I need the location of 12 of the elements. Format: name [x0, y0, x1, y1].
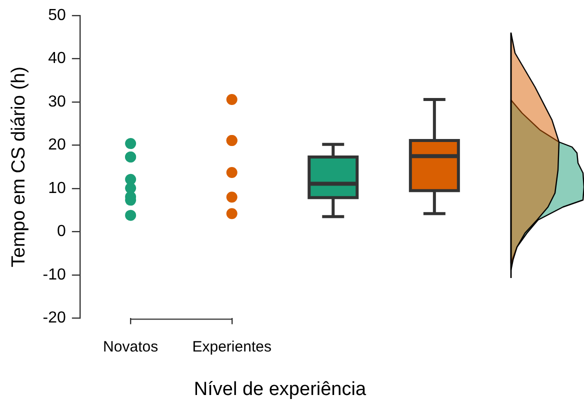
y-tick-label: 40 — [48, 50, 66, 68]
y-tick-label: 0 — [57, 223, 66, 240]
y-tick-label: -10 — [42, 266, 66, 284]
y-tick-label: -20 — [42, 310, 66, 327]
y-axis-title: Tempo em CS diário (h) — [8, 66, 30, 268]
x-tick-label: Experientes — [192, 338, 272, 356]
y-tick-label: 20 — [48, 136, 66, 154]
x-axis-title: Nível de experiência — [194, 378, 366, 400]
y-tick-label: 10 — [48, 180, 66, 197]
y-tick-label: 30 — [48, 93, 66, 110]
y-tick-label: 50 — [48, 7, 66, 24]
x-tick-label: Novatos — [103, 338, 158, 356]
